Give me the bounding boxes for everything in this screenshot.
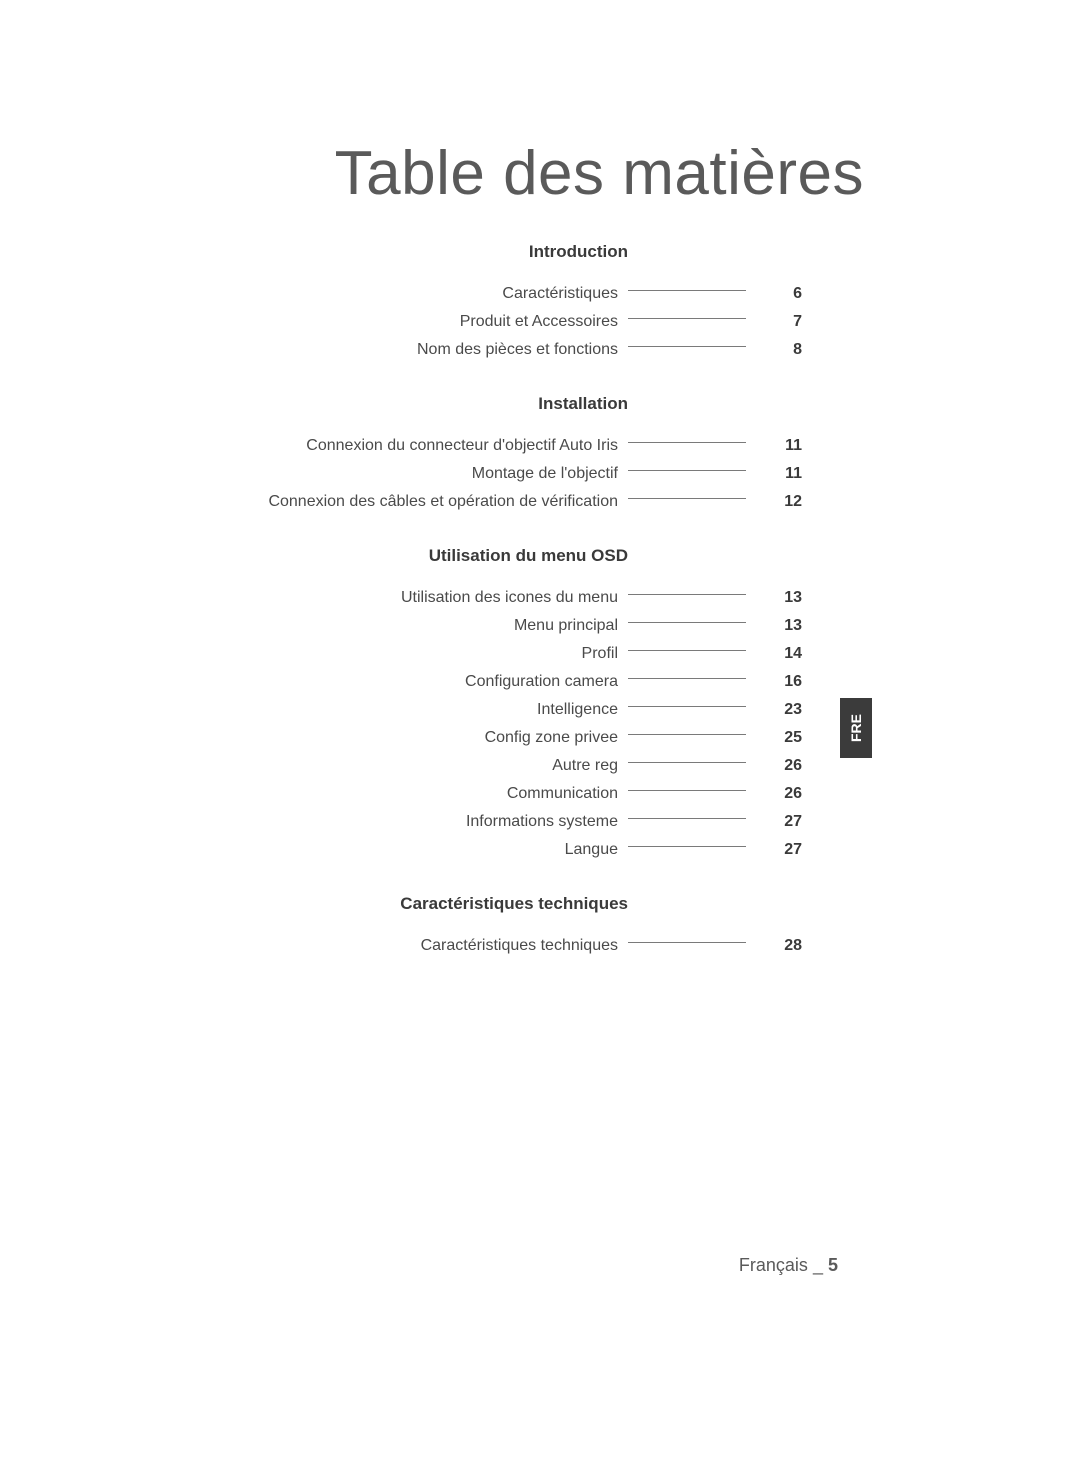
leader-line bbox=[628, 734, 746, 735]
entry-page: 26 bbox=[746, 757, 802, 775]
toc-entry: Langue 27 bbox=[0, 836, 1080, 864]
entry-page: 7 bbox=[746, 313, 802, 331]
language-tab: FRE bbox=[840, 698, 872, 758]
leader-line bbox=[628, 318, 746, 319]
entry-page: 25 bbox=[746, 729, 802, 747]
toc-entry: Autre reg 26 bbox=[0, 752, 1080, 780]
leader-line bbox=[628, 594, 746, 595]
leader-line bbox=[628, 818, 746, 819]
toc-entry: Connexion des câbles et opération de vér… bbox=[0, 488, 1080, 516]
section-title: Introduction bbox=[0, 242, 1080, 262]
section-title: Installation bbox=[0, 394, 1080, 414]
toc-entry: Configuration camera 16 bbox=[0, 668, 1080, 696]
toc-entry: Profil 14 bbox=[0, 640, 1080, 668]
toc-entry: Caractéristiques 6 bbox=[0, 280, 1080, 308]
toc-entry: Nom des pièces et fonctions 8 bbox=[0, 336, 1080, 364]
section-title: Utilisation du menu OSD bbox=[0, 546, 1080, 566]
entry-label: Caractéristiques techniques bbox=[0, 937, 628, 955]
entry-label: Connexion du connecteur d'objectif Auto … bbox=[0, 437, 628, 455]
entry-label: Menu principal bbox=[0, 617, 628, 635]
entry-label: Config zone privee bbox=[0, 729, 628, 747]
entry-page: 11 bbox=[746, 437, 802, 455]
leader-line bbox=[628, 678, 746, 679]
entry-page: 11 bbox=[746, 465, 802, 483]
leader-line bbox=[628, 442, 746, 443]
toc-entry: Montage de l'objectif 11 bbox=[0, 460, 1080, 488]
entry-label: Profil bbox=[0, 645, 628, 663]
entry-page: 12 bbox=[746, 493, 802, 511]
toc-entry: Menu principal 13 bbox=[0, 612, 1080, 640]
entry-page: 13 bbox=[746, 589, 802, 607]
footer-page-number: 5 bbox=[828, 1255, 838, 1275]
entry-page: 8 bbox=[746, 341, 802, 359]
page-title: Table des matières bbox=[335, 138, 864, 209]
entry-page: 16 bbox=[746, 673, 802, 691]
entry-page: 27 bbox=[746, 813, 802, 831]
toc-entry: Connexion du connecteur d'objectif Auto … bbox=[0, 432, 1080, 460]
entry-label: Informations systeme bbox=[0, 813, 628, 831]
toc-entry: Intelligence 23 bbox=[0, 696, 1080, 724]
entry-label: Communication bbox=[0, 785, 628, 803]
entry-page: 27 bbox=[746, 841, 802, 859]
leader-line bbox=[628, 290, 746, 291]
leader-line bbox=[628, 470, 746, 471]
entry-label: Intelligence bbox=[0, 701, 628, 719]
entry-label: Langue bbox=[0, 841, 628, 859]
leader-line bbox=[628, 498, 746, 499]
leader-line bbox=[628, 346, 746, 347]
leader-line bbox=[628, 622, 746, 623]
leader-line bbox=[628, 942, 746, 943]
leader-line bbox=[628, 790, 746, 791]
footer-language: Français bbox=[739, 1255, 808, 1275]
entry-page: 6 bbox=[746, 285, 802, 303]
entry-label: Autre reg bbox=[0, 757, 628, 775]
toc-entry: Communication 26 bbox=[0, 780, 1080, 808]
entry-page: 28 bbox=[746, 937, 802, 955]
entry-label: Connexion des câbles et opération de vér… bbox=[0, 493, 628, 511]
toc-entry: Informations systeme 27 bbox=[0, 808, 1080, 836]
entry-label: Utilisation des icones du menu bbox=[0, 589, 628, 607]
entry-label: Caractéristiques bbox=[0, 285, 628, 303]
entry-page: 13 bbox=[746, 617, 802, 635]
toc-entry: Utilisation des icones du menu 13 bbox=[0, 584, 1080, 612]
table-of-contents: Introduction Caractéristiques 6 Produit … bbox=[0, 212, 1080, 960]
leader-line bbox=[628, 706, 746, 707]
entry-label: Montage de l'objectif bbox=[0, 465, 628, 483]
page-footer: Français _ 5 bbox=[739, 1255, 838, 1276]
entry-label: Nom des pièces et fonctions bbox=[0, 341, 628, 359]
toc-entry: Config zone privee 25 bbox=[0, 724, 1080, 752]
section-title: Caractéristiques techniques bbox=[0, 894, 1080, 914]
leader-line bbox=[628, 846, 746, 847]
toc-entry: Produit et Accessoires 7 bbox=[0, 308, 1080, 336]
entry-label: Configuration camera bbox=[0, 673, 628, 691]
entry-page: 26 bbox=[746, 785, 802, 803]
leader-line bbox=[628, 762, 746, 763]
footer-separator: _ bbox=[813, 1255, 823, 1275]
entry-label: Produit et Accessoires bbox=[0, 313, 628, 331]
toc-entry: Caractéristiques techniques 28 bbox=[0, 932, 1080, 960]
entry-page: 14 bbox=[746, 645, 802, 663]
leader-line bbox=[628, 650, 746, 651]
entry-page: 23 bbox=[746, 701, 802, 719]
